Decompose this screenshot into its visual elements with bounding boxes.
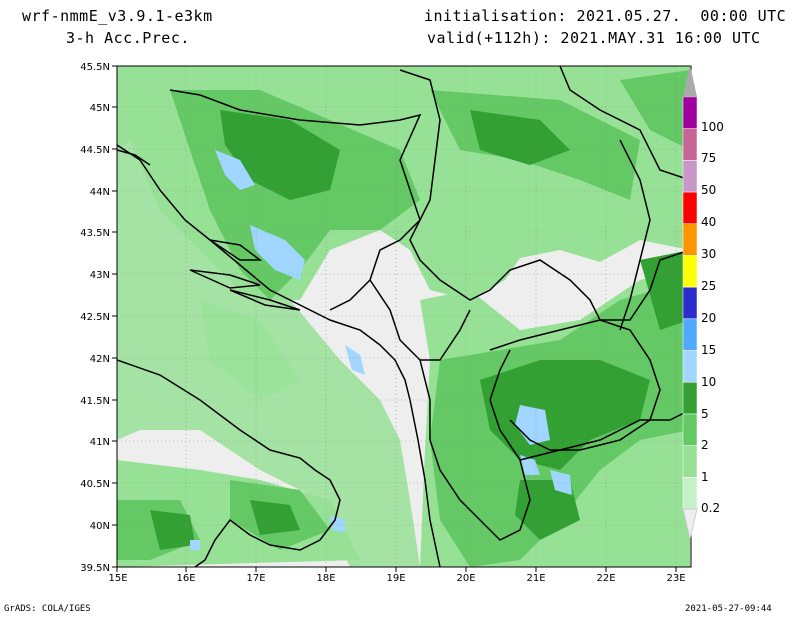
colorbar-segment — [682, 286, 698, 320]
bulgaria-border — [619, 139, 651, 331]
colorbar-label: 20 — [701, 311, 716, 325]
colorbar-labels: 0.2 1 2 5 10 15 20 25 30 40 50 75 100 — [701, 120, 724, 515]
lat-label: 42N — [90, 354, 110, 365]
colorbar-segment — [682, 128, 698, 161]
colorbar — [682, 64, 698, 540]
island-3 — [229, 289, 301, 311]
lat-label: 43.5N — [80, 228, 110, 239]
lat-label: 45N — [90, 103, 110, 114]
lat-label: 39.5N — [80, 563, 110, 574]
colorbar-bottom-arrow — [682, 508, 698, 540]
colorbar-segment — [682, 160, 698, 193]
colorbar-label: 100 — [701, 120, 724, 134]
lat-label: 40.5N — [80, 479, 110, 490]
albania-border — [419, 349, 531, 541]
lon-label: 21E — [526, 573, 545, 584]
precip-fields — [117, 66, 690, 567]
colorbar-segment — [682, 191, 698, 224]
lat-label: 45.5N — [80, 62, 110, 73]
colorbar-label: 2 — [701, 438, 709, 452]
colorbar-label: 40 — [701, 215, 716, 229]
colorbar-label: 25 — [701, 279, 716, 293]
romania-border — [559, 66, 691, 181]
lat-label: 43N — [90, 270, 110, 281]
credit-text: GrADS: COLA/IGES — [4, 604, 91, 614]
colorbar-segment — [682, 381, 698, 415]
lat-label: 41.5N — [80, 396, 110, 407]
macedonia-border — [489, 319, 661, 451]
colorbar-segment — [682, 477, 698, 510]
lat-label: 44.5N — [80, 145, 110, 156]
peninsula-north — [117, 149, 151, 166]
colorbar-segment — [682, 255, 698, 288]
timestamp-text: 2021-05-27-09:44 — [685, 604, 772, 614]
colorbar-top-arrow — [683, 64, 697, 97]
colorbar-segment — [682, 318, 698, 351]
lat-label: 42.5N — [80, 312, 110, 323]
colorbar-label: 30 — [701, 247, 716, 261]
lon-label: 18E — [316, 573, 335, 584]
lon-label: 23E — [666, 573, 685, 584]
lat-label: 41N — [90, 437, 110, 448]
island-2 — [189, 269, 261, 289]
colorbar-segment — [682, 413, 698, 446]
field-title: 3-h Acc.Prec. — [66, 29, 190, 47]
coastline-west — [117, 144, 441, 567]
italy-coast — [117, 359, 341, 567]
colorbar-segment — [682, 445, 698, 478]
ticks — [112, 65, 677, 572]
colorbar-label: 15 — [701, 343, 716, 357]
colorbar-label: 5 — [701, 407, 709, 421]
colorbar-label: 50 — [701, 183, 716, 197]
lon-label: 22E — [596, 573, 615, 584]
borders — [117, 66, 691, 567]
model-title: wrf-nmmE_v3.9.1-e3km — [22, 7, 213, 25]
latitude-labels: 45.5N 45N 44.5N 44N 43.5N 43N 42.5N 42N … — [80, 62, 110, 574]
island-1 — [209, 239, 263, 261]
greece-border — [519, 409, 691, 461]
lon-label: 15E — [108, 573, 127, 584]
valid-time: valid(+112h): 2021.MAY.31 16:00 UTC — [427, 29, 761, 47]
croatia-bosnia-border — [169, 89, 422, 311]
lat-label: 40N — [90, 521, 110, 532]
colorbar-segment — [682, 96, 698, 129]
colorbar-segment — [682, 223, 698, 256]
serbia-border — [399, 69, 691, 321]
longitude-labels: 15E 16E 17E 18E 19E 20E 21E 22E 23E — [108, 573, 685, 584]
colorbar-label: 10 — [701, 375, 716, 389]
lat-label: 44N — [90, 187, 110, 198]
precip-light-blue — [190, 150, 572, 550]
lon-label: 17E — [246, 573, 265, 584]
init-time: initialisation: 2021.05.27. 00:00 UTC — [424, 7, 787, 25]
lon-label: 19E — [386, 573, 405, 584]
colorbar-label: 1 — [701, 470, 709, 484]
colorbar-label: 75 — [701, 151, 716, 165]
lon-label: 16E — [176, 573, 195, 584]
colorbar-label: 0.2 — [701, 501, 720, 515]
colorbar-segment — [682, 350, 698, 383]
lon-label: 20E — [456, 573, 475, 584]
